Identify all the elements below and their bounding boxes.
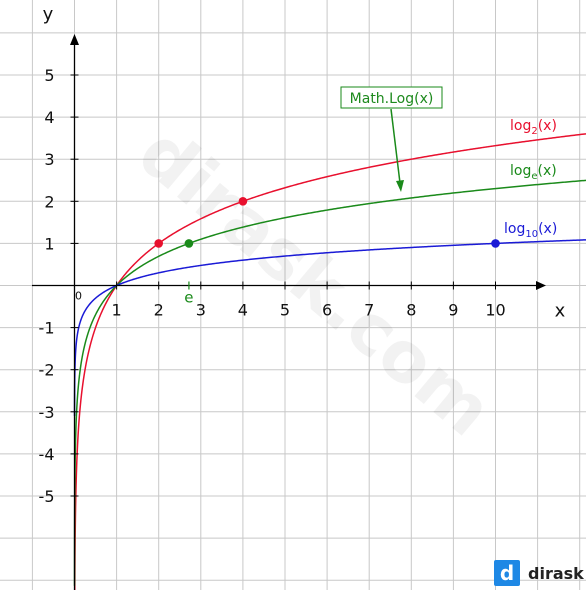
x-tick-label: 8 — [406, 301, 416, 320]
y-tick-label: -3 — [39, 403, 55, 422]
y-tick-label: -4 — [39, 445, 55, 464]
axes — [32, 34, 546, 590]
series-label-0: log2(x) — [510, 118, 557, 137]
x-tick-label: 3 — [196, 301, 206, 320]
y-tick-label: 4 — [44, 108, 54, 127]
y-tick-label: -1 — [39, 319, 55, 338]
y-tick-label: 1 — [44, 234, 54, 253]
series-line-2 — [73, 239, 586, 416]
curves — [73, 133, 586, 590]
data-point — [238, 197, 248, 206]
series-line-1 — [73, 179, 586, 586]
series-label-1: loge(x) — [510, 163, 557, 182]
y-tick-label: 3 — [44, 150, 54, 169]
math-log-callout: Math.Log(x) e — [184, 86, 443, 307]
series-labels: log2(x) loge(x) log10(x) — [504, 118, 557, 240]
y-axis-arrow — [70, 34, 79, 45]
logo-mark: d — [494, 560, 520, 586]
x-tick-label: 6 — [322, 301, 332, 320]
x-tick-label: 10 — [485, 301, 505, 320]
watermark: dirask.com — [123, 111, 508, 452]
y-tick-label: -5 — [39, 487, 55, 506]
y-axis-label: y — [43, 4, 54, 25]
dirask-logo: d dirask — [494, 560, 584, 586]
highlight-points — [154, 197, 500, 248]
series-line-0 — [74, 133, 586, 590]
tick-labels: 1 2 3 4 5 6 7 8 9 10 5 4 3 2 1 -1 -2 -3 -4 -5 0 x y — [39, 4, 566, 506]
data-point — [491, 239, 500, 248]
callout-arrow-line — [390, 108, 401, 184]
y-tick-label: 2 — [44, 192, 54, 211]
x-tick-label: 9 — [448, 301, 458, 320]
x-tick-label: 1 — [112, 301, 122, 320]
x-tick-label: 2 — [154, 301, 164, 320]
callout-box — [340, 86, 443, 109]
x-axis-label: x — [555, 301, 566, 322]
logo-text: dirask — [528, 563, 584, 583]
series-label-2: log10(x) — [504, 221, 557, 240]
x-tick-label: 5 — [280, 301, 290, 320]
callout-text: Math.Log(x) — [350, 91, 434, 107]
e-label: e — [184, 289, 193, 307]
y-tick-label: -2 — [39, 361, 55, 380]
x-axis-arrow — [536, 281, 546, 290]
x-tick-label: 4 — [238, 301, 248, 320]
x-tick-label: 7 — [364, 301, 374, 320]
data-point — [154, 239, 163, 248]
callout-arrow-head — [396, 180, 404, 192]
y-tick-label: 5 — [44, 66, 54, 85]
origin-label: 0 — [75, 290, 82, 303]
data-point — [184, 239, 194, 248]
